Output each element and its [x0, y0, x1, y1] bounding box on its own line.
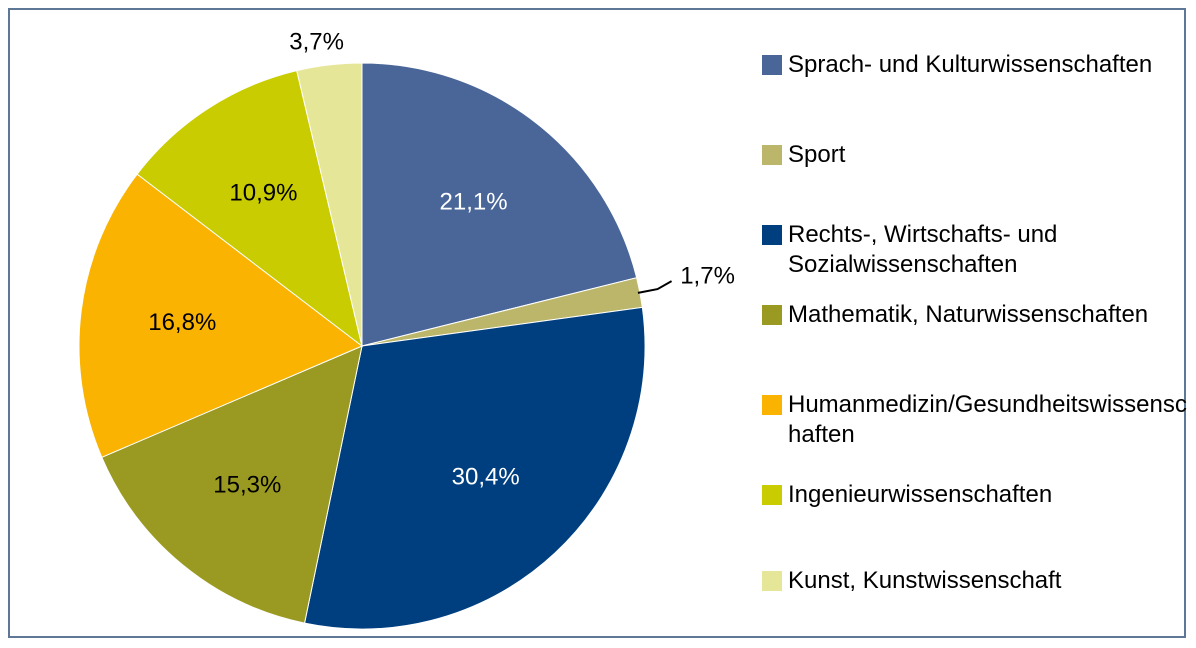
legend-entry: Rechts-, Wirtschafts- und Sozialwissensc… — [762, 220, 1192, 280]
legend-label: Sport — [788, 141, 846, 168]
legend-label: Ingenieurwissenschaften — [788, 481, 1053, 508]
data-label: 10,9% — [229, 179, 297, 206]
pie-slice — [296, 62, 363, 347]
data-label: 21,1% — [440, 189, 508, 216]
legend-swatch — [762, 145, 782, 165]
legend-label: Sprach- und Kulturwissenschaften — [788, 51, 1153, 78]
data-label: 15,3% — [213, 472, 281, 499]
legend-entry: Ingenieurwissenschaften — [762, 480, 1192, 510]
legend-entry: Mathematik, Naturwissenschaften — [762, 300, 1192, 330]
legend-entry: Sprach- und Kulturwissenschaften — [762, 50, 1192, 80]
data-label: 16,8% — [148, 309, 216, 336]
data-label: 30,4% — [452, 464, 520, 491]
legend-swatch — [762, 485, 782, 505]
pie-slice — [101, 345, 363, 624]
pie-slice — [136, 70, 363, 348]
legend-entry: Kunst, Kunstwissenschaft — [762, 566, 1192, 596]
pie-slice — [303, 306, 646, 630]
chart-frame — [8, 8, 1186, 638]
legend-entry: Sport — [762, 140, 1192, 170]
legend-swatch — [762, 55, 782, 75]
pie-slice — [78, 173, 363, 458]
legend-label: Rechts-, Wirtschafts- und Sozialwissensc… — [788, 221, 1058, 278]
legend-label: Mathematik, Naturwissenschaften — [788, 301, 1149, 328]
legend-swatch — [762, 225, 782, 245]
legend-swatch — [762, 571, 782, 591]
legend-label: Kunst, Kunstwissenschaft — [788, 567, 1062, 594]
legend-swatch — [762, 305, 782, 325]
legend-label: Humanmedizin/Gesundheitswissenschaften — [788, 391, 1187, 448]
data-label: 1,7% — [680, 262, 735, 289]
legend-entry: Humanmedizin/Gesundheitswissenschaften — [762, 390, 1192, 450]
pie-slice — [361, 62, 638, 347]
legend-swatch — [762, 395, 782, 415]
leader-line — [637, 280, 673, 294]
data-label: 3,7% — [289, 28, 344, 55]
